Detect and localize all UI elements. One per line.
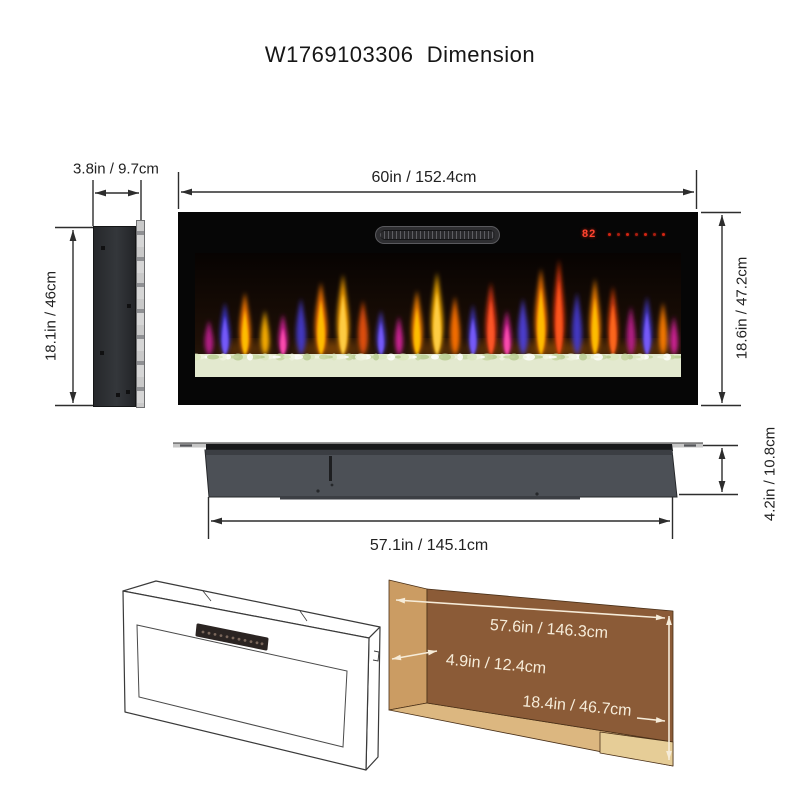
recess-side-wall <box>388 579 428 711</box>
led-display: 82 <box>582 227 671 241</box>
side-height-extension-lines <box>55 226 93 407</box>
back-width-extension-lines <box>207 497 674 539</box>
touch-dot-icon <box>617 232 621 236</box>
front-width-extension-lines <box>177 170 698 209</box>
isometric-sketch <box>122 580 381 771</box>
flame-screen <box>195 253 681 377</box>
back-width-label: 57.1in / 145.1cm <box>369 537 489 554</box>
touch-dot-icon <box>626 232 630 236</box>
touch-dot-icon <box>653 232 657 236</box>
back-view-housing <box>204 449 678 498</box>
touch-dot-icon <box>644 232 648 236</box>
front-width-label: 60in / 152.4cm <box>371 169 477 186</box>
back-view <box>173 442 703 500</box>
side-view-body <box>93 226 136 407</box>
led-temperature-readout: 82 <box>582 228 597 240</box>
touch-dot-icon <box>635 232 639 236</box>
front-height-label: 18.6in / 47.2cm <box>733 256 751 360</box>
sketch-screen <box>136 624 348 748</box>
sketch-grille <box>195 623 269 651</box>
touch-control-dots <box>608 232 671 236</box>
touch-dot-icon <box>608 232 612 236</box>
side-view-front-flange <box>136 220 145 408</box>
back-height-extension-lines <box>679 444 738 496</box>
side-width-label: 3.8in / 9.7cm <box>73 160 159 178</box>
crystal-bed <box>195 353 681 377</box>
recess-floor-highlight <box>600 732 673 766</box>
back-view-top-cap <box>206 444 673 451</box>
side-width-extension-lines <box>92 180 142 226</box>
back-view-slot <box>329 456 332 481</box>
recess-depth-arrow <box>391 649 438 661</box>
page-title: W1769103306 Dimension <box>264 42 536 67</box>
vent-slats <box>380 230 495 240</box>
touch-dot-icon <box>662 232 666 236</box>
back-view-bottom-step <box>280 496 580 500</box>
flames-front-layer <box>221 280 651 356</box>
recess-diagram: 57.6in / 146.3cm 4.9in / 12.4cm 18.4in /… <box>388 579 674 767</box>
sketch-grille-dots <box>201 630 264 646</box>
front-view: 82 <box>178 212 698 405</box>
side-view-screws <box>0 0 2 2</box>
sketch-side-notch <box>372 650 380 662</box>
front-height-extension-lines <box>701 211 741 407</box>
heater-vent-grille <box>375 226 500 244</box>
recess-width-arrow <box>395 597 666 621</box>
back-height-label: 4.2in / 10.8cm <box>761 426 779 522</box>
recess-height-pointer <box>636 717 666 723</box>
side-height-label: 18.1in / 46cm <box>42 270 60 362</box>
